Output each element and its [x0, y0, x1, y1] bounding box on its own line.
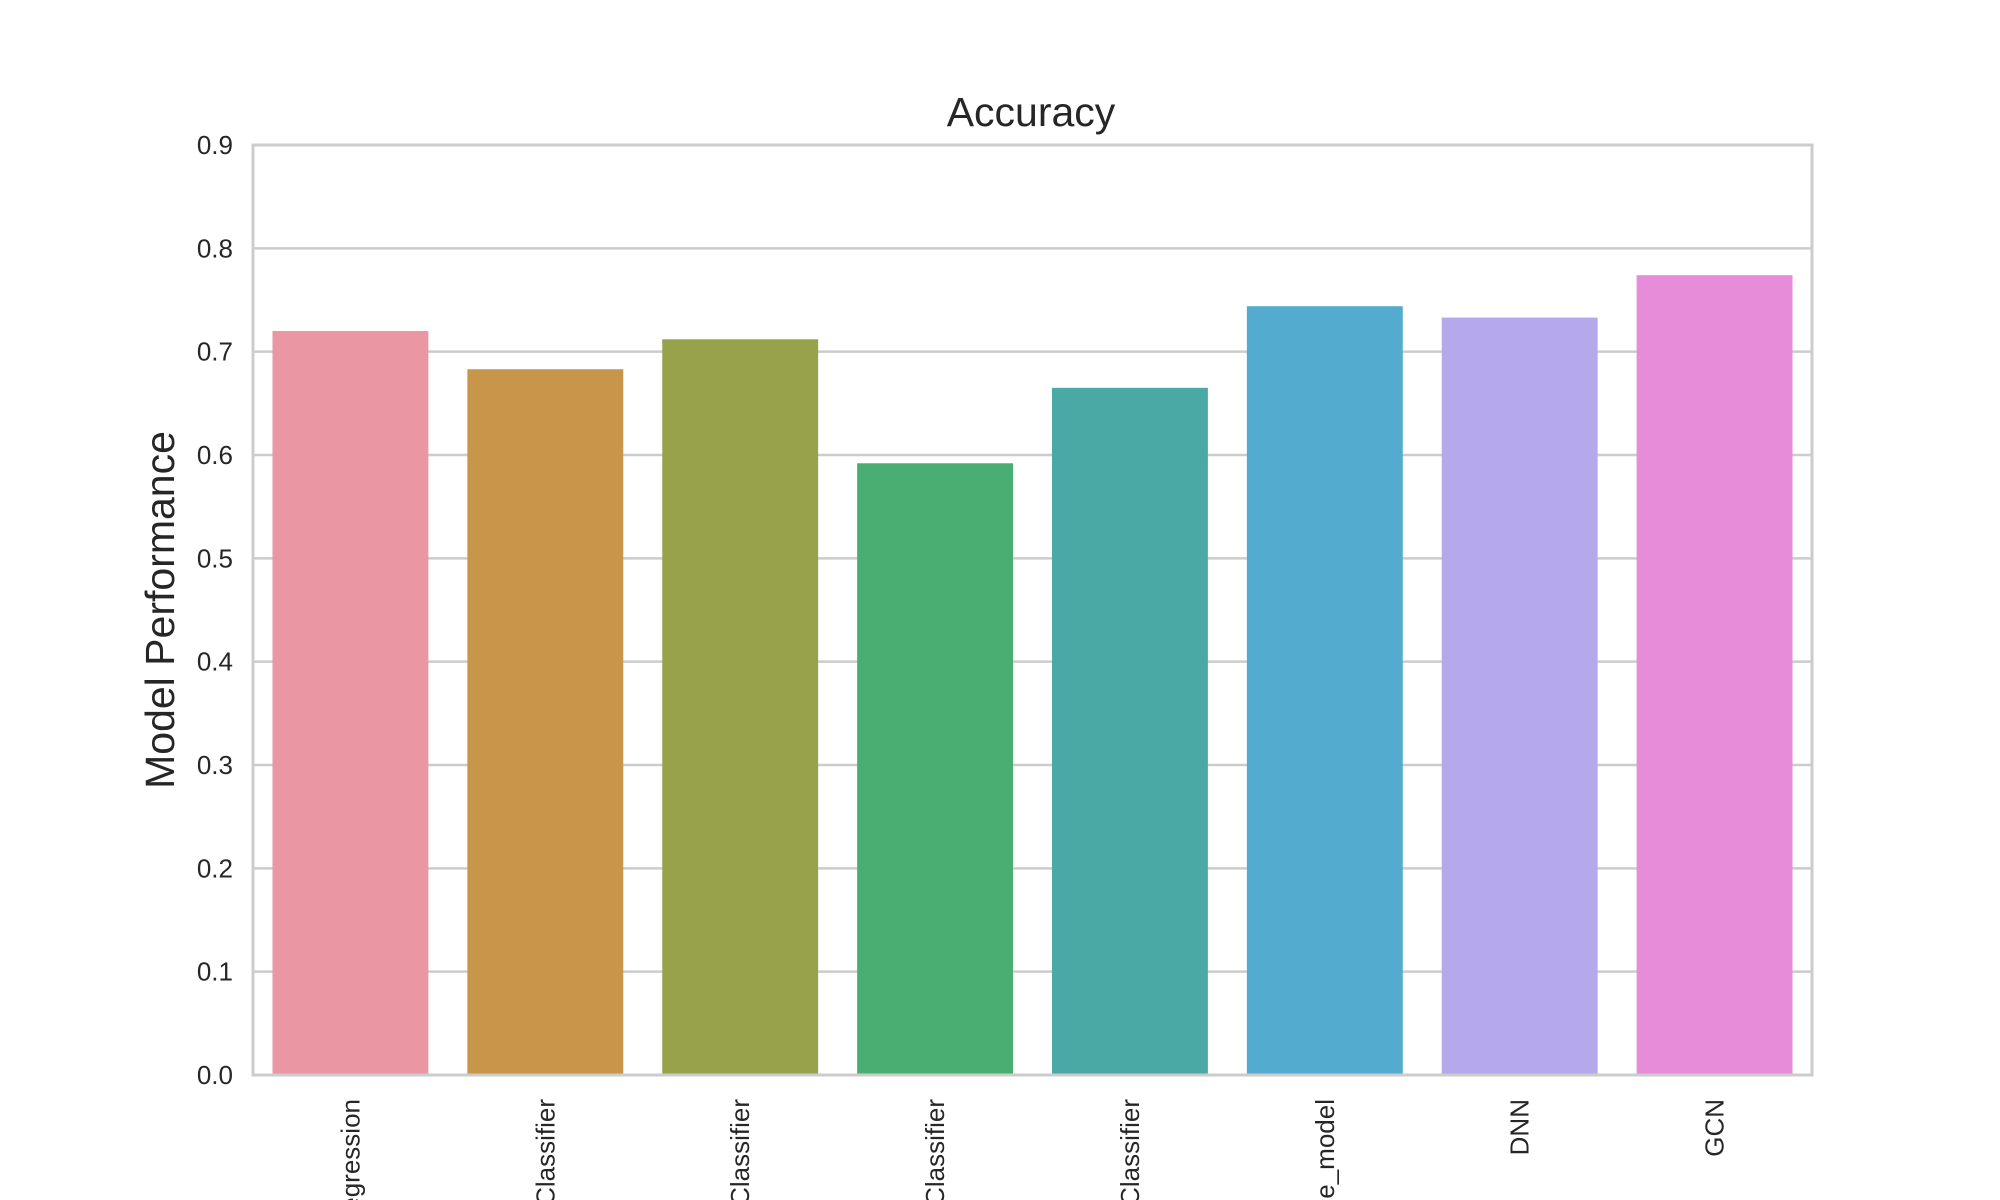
- y-tick-label: 0.2: [197, 853, 233, 883]
- y-tick-label: 0.1: [197, 957, 233, 987]
- y-tick-label: 0.3: [197, 750, 233, 780]
- bar: [272, 331, 429, 1075]
- x-tick-label: egression: [335, 1099, 365, 1200]
- chart-title: Accuracy: [947, 89, 1116, 135]
- bar: [857, 463, 1014, 1075]
- y-tick-label: 0.9: [197, 130, 233, 160]
- bar: [1441, 317, 1598, 1076]
- y-axis-label: Model Performance: [137, 431, 183, 789]
- y-tick-label: 0.5: [197, 543, 233, 573]
- x-tick-label: GCN: [1700, 1099, 1730, 1157]
- bar: [467, 369, 624, 1075]
- y-tick-label: 0.0: [197, 1060, 233, 1090]
- bar: [1636, 275, 1793, 1075]
- y-tick-label: 0.4: [197, 647, 233, 677]
- bar: [1246, 306, 1403, 1075]
- y-tick-label: 0.7: [197, 337, 233, 367]
- y-tick-labels: 0.0 0.1 0.2 0.3 0.4 0.5 0.6 0.7 0.8 0.9: [197, 130, 233, 1090]
- x-tick-label: Classifier: [530, 1099, 560, 1200]
- plot-frame: [251, 143, 1814, 1077]
- y-tick-label: 0.8: [197, 233, 233, 263]
- x-tick-label: le_model: [1310, 1099, 1340, 1200]
- bars: [272, 275, 1793, 1076]
- y-tick-label: 0.6: [197, 440, 233, 470]
- bar: [662, 339, 819, 1075]
- x-tick-label: DNN: [1505, 1099, 1535, 1155]
- x-tick-label: Classifier: [920, 1099, 950, 1200]
- x-tick-label: Classifier: [1115, 1099, 1145, 1200]
- x-tick-label: Classifier: [725, 1099, 755, 1200]
- x-tick-labels: egression Classifier Classifier Classifier C…: [335, 1099, 1729, 1200]
- bar: [1051, 387, 1208, 1075]
